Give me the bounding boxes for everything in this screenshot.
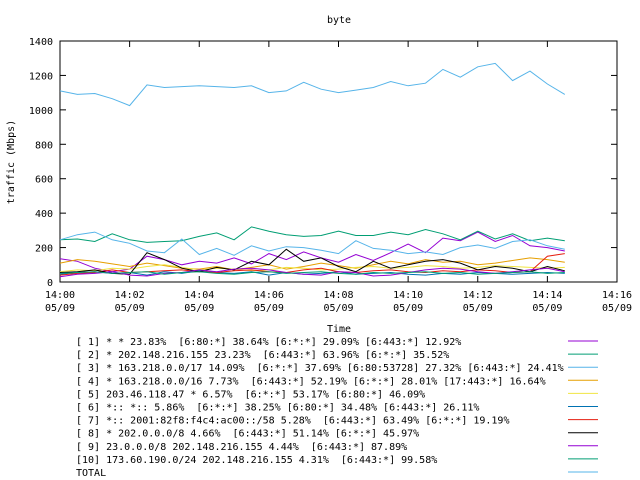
x-axis-label: Time bbox=[327, 324, 351, 335]
series-line-3 bbox=[59, 231, 565, 256]
x-tick-label-time: 14:02 bbox=[115, 290, 145, 301]
series-line-1 bbox=[59, 231, 565, 273]
x-tick-label-time: 14:10 bbox=[393, 290, 423, 301]
y-tick-label: 1200 bbox=[29, 71, 53, 82]
y-tick-label: 0 bbox=[47, 278, 53, 289]
series-line-4 bbox=[59, 257, 565, 271]
legend-entry-7: [ 7] *:: 2001:82f8:f4c4:ac00::/58 5.28% … bbox=[76, 416, 509, 427]
y-tick-label: 800 bbox=[35, 140, 53, 151]
x-tick-label-time: 14:14 bbox=[532, 290, 562, 301]
y-tick-label: 400 bbox=[35, 209, 53, 220]
legend-entry-9: [ 9] 23.0.0.0/8 202.148.216.155 4.44% [6… bbox=[76, 442, 407, 453]
legend-entry-10: [10] 173.60.190.0/24 202.148.216.155 4.3… bbox=[76, 455, 437, 466]
series-line-2 bbox=[59, 226, 565, 243]
x-tick-label-time: 14:12 bbox=[463, 290, 493, 301]
series-line-9 bbox=[59, 267, 565, 278]
series-line-11 bbox=[59, 62, 566, 107]
x-tick-label-date: 05/09 bbox=[323, 303, 353, 314]
legend: [ 1] * * 23.83% [6:80:*] 38.64% [6:*:*] … bbox=[76, 337, 598, 479]
x-tick-label-date: 05/09 bbox=[254, 303, 284, 314]
x-tick-label-date: 05/09 bbox=[45, 303, 75, 314]
legend-entry-1: [ 1] * * 23.83% [6:80:*] 38.64% [6:*:*] … bbox=[76, 337, 461, 348]
x-tick-label-date: 05/09 bbox=[463, 303, 493, 314]
y-tick-label: 1400 bbox=[29, 37, 53, 48]
legend-entry-8: [ 8] * 202.0.0.0/8 4.66% [6:443:*] 51.14… bbox=[76, 429, 419, 440]
legend-entry-11: TOTAL bbox=[76, 468, 106, 479]
legend-entry-4: [ 4] * 163.218.0.0/16 7.73% [6:443:*] 52… bbox=[76, 376, 546, 387]
x-tick-label-date: 05/09 bbox=[115, 303, 145, 314]
y-tick-label: 1000 bbox=[29, 106, 53, 117]
series-lines bbox=[59, 62, 566, 278]
x-tick-label-time: 14:06 bbox=[254, 290, 284, 301]
x-tick-label-time: 14:00 bbox=[45, 290, 75, 301]
y-tick-label: 600 bbox=[35, 175, 53, 186]
x-tick-label-time: 14:08 bbox=[323, 290, 353, 301]
chart-title: byte bbox=[327, 15, 351, 26]
legend-entry-2: [ 2] * 202.148.216.155 23.23% [6:443:*] … bbox=[76, 350, 449, 361]
y-axis-label: traffic (Mbps) bbox=[6, 120, 17, 204]
x-tick-label-time: 14:16 bbox=[602, 290, 632, 301]
y-tick-label: 200 bbox=[35, 244, 53, 255]
series-line-8 bbox=[59, 248, 565, 275]
legend-entry-6: [ 6] *:: *:: 5.86% [6:*:*] 38.25% [6:80:… bbox=[76, 403, 479, 414]
x-tick-label-date: 05/09 bbox=[532, 303, 562, 314]
legend-entry-5: [ 5] 203.46.118.47 * 6.57% [6:*:*] 53.17… bbox=[76, 389, 425, 400]
x-tick-label-time: 14:04 bbox=[184, 290, 214, 301]
x-tick-label-date: 05/09 bbox=[393, 303, 423, 314]
series-line-6 bbox=[59, 270, 565, 276]
series-line-10 bbox=[59, 271, 565, 275]
legend-entry-3: [ 3] * 163.218.0.0/17 14.09% [6:*:*] 37.… bbox=[76, 363, 564, 374]
x-tick-label-date: 05/09 bbox=[184, 303, 214, 314]
x-tick-label-date: 05/09 bbox=[602, 303, 632, 314]
plot-axes: 0 200 400 600 800 1000 1200 1400 14:00 05/09 14:02… bbox=[29, 37, 632, 314]
